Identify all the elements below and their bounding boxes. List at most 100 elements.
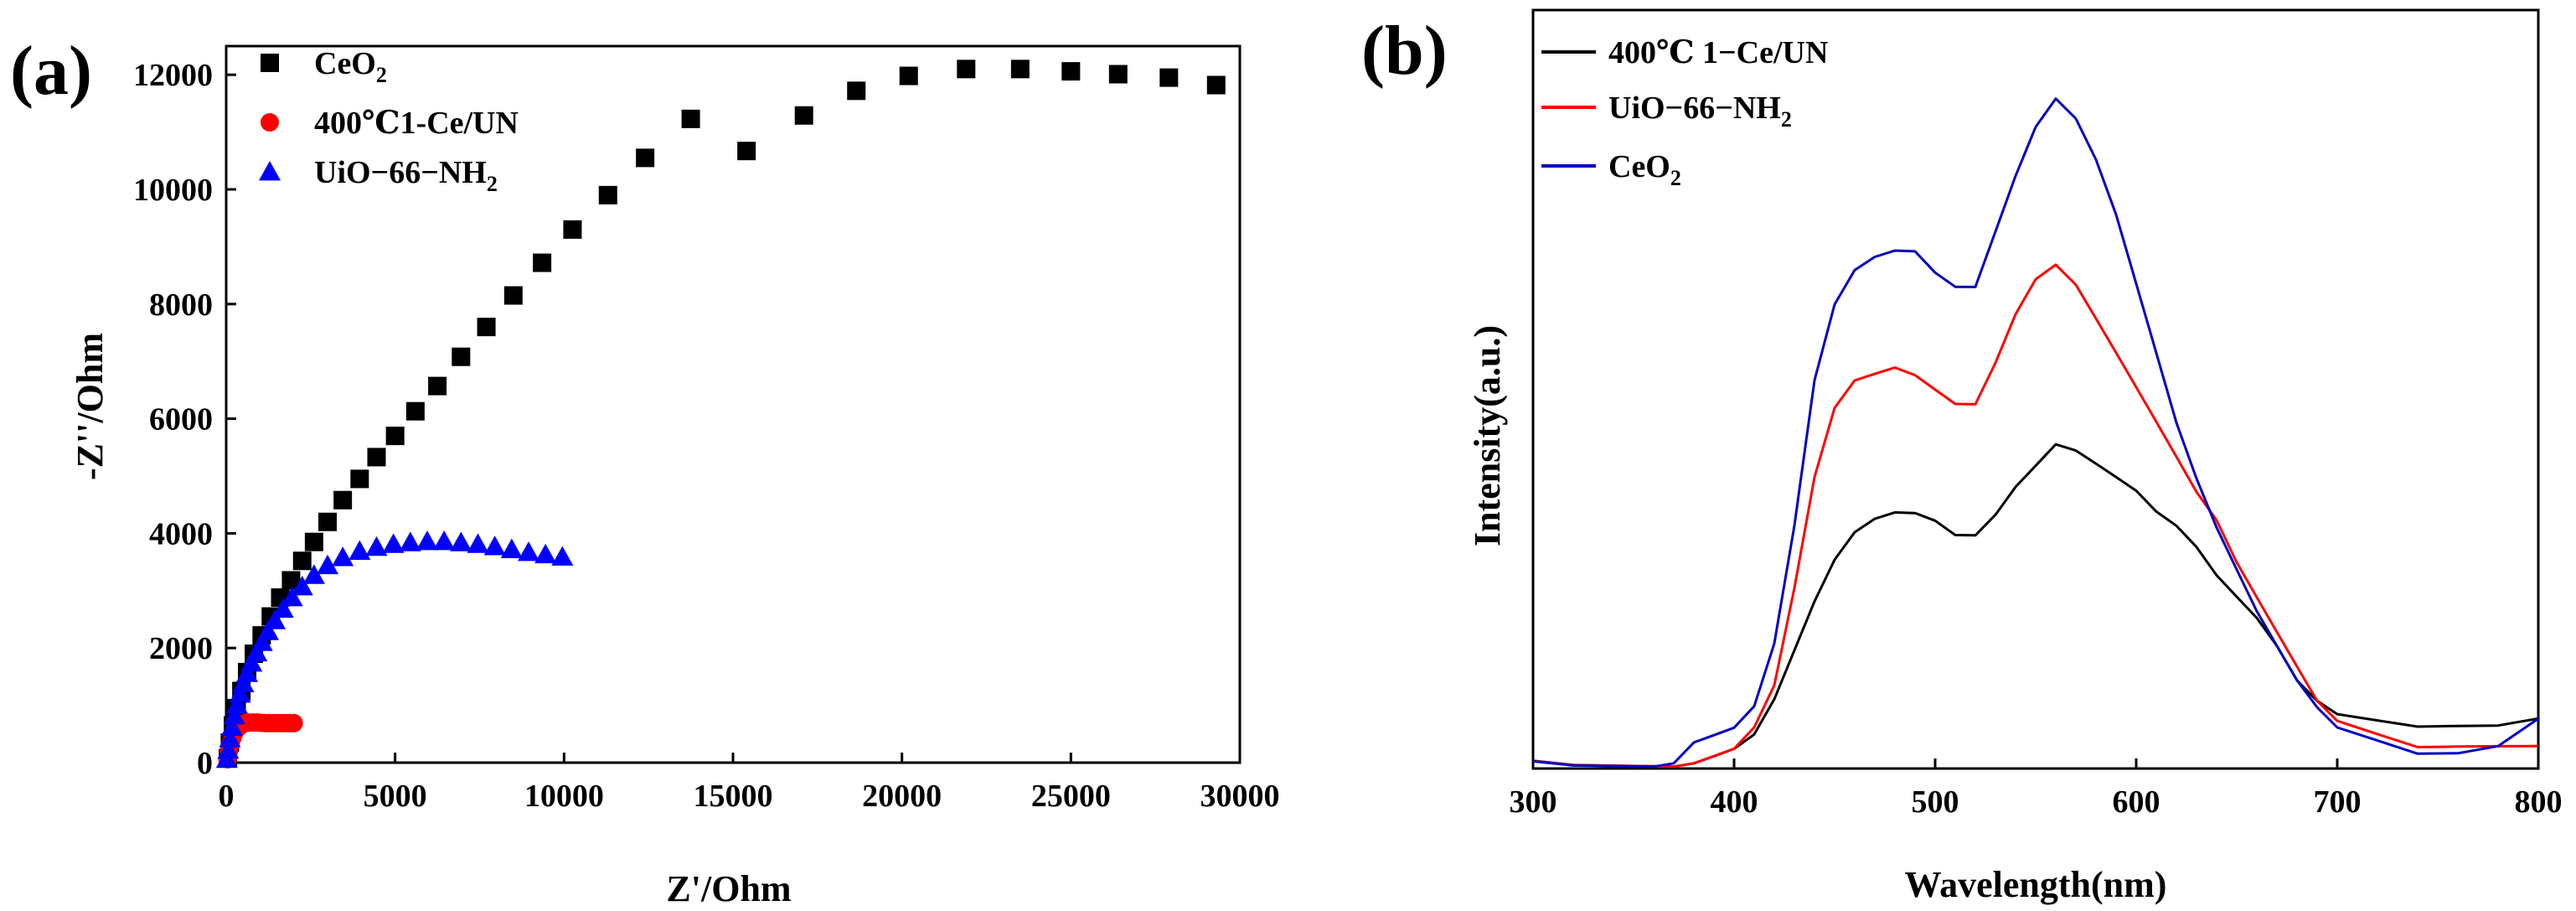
panel-a-y-tick-label: 10000 — [133, 173, 213, 208]
panel-b-plot-frame — [1531, 8, 2540, 770]
panel-a-legend-label-1: 400℃1-Ce/UN — [314, 106, 519, 141]
data-point-ceo2 — [477, 318, 496, 337]
panel-b-spectra-lines — [1532, 97, 2539, 769]
panel-b-y-axis-title: Intensity(a.u.) — [1467, 325, 1508, 546]
panel-a-x-tick-label: 15000 — [694, 779, 773, 814]
data-point-ceo2 — [636, 148, 655, 168]
panel-a-y-tick-label: 4000 — [149, 516, 213, 551]
data-point-uio-66-nh2 — [302, 564, 325, 584]
panel-a-plot-frame — [225, 44, 1242, 764]
data-point-uio-66-nh2 — [220, 716, 243, 736]
panel-a-legend-label-2: UiO−66−NH2 — [314, 155, 498, 196]
panel-b-x-tick-label: 300 — [1510, 784, 1557, 820]
panel-a-legend-label-0: CeO2 — [314, 46, 387, 87]
panel-a-x-tick-label: 10000 — [524, 779, 604, 814]
legend-marker-400-1-ce-un — [261, 113, 279, 132]
data-point-uio-66-nh2 — [433, 530, 456, 551]
data-point-uio-66-nh2 — [500, 538, 523, 558]
data-point-ceo2 — [1159, 68, 1179, 87]
data-point-uio-66-nh2 — [219, 727, 241, 748]
data-point-uio-66-nh2 — [365, 536, 388, 556]
data-point-uio-66-nh2 — [232, 672, 255, 693]
data-point-ceo2 — [503, 286, 523, 305]
data-point-uio-66-nh2 — [416, 530, 438, 551]
data-point-uio-66-nh2 — [225, 693, 248, 714]
data-point-ceo2 — [847, 81, 866, 101]
data-point-uio-66-nh2 — [250, 631, 273, 651]
data-point-uio-66-nh2 — [399, 531, 421, 551]
panel-b-x-tick-label: 700 — [2314, 784, 2362, 820]
spectrum-line-400-1-ce-un — [1532, 443, 2539, 769]
data-point-uio-66-nh2 — [245, 641, 268, 662]
data-point-ceo2 — [452, 347, 471, 366]
panel-a-x-tick-label: 30000 — [1200, 779, 1280, 814]
panel-b-x-tick-label: 400 — [1711, 784, 1758, 820]
data-point-uio-66-nh2 — [332, 546, 354, 567]
data-point-ceo2 — [292, 551, 312, 571]
data-point-uio-66-nh2 — [223, 704, 245, 725]
panel-a-y-tick-label: 2000 — [149, 631, 213, 666]
panel-a-x-tick-label: 25000 — [1031, 779, 1111, 814]
data-point-ceo2 — [899, 66, 918, 85]
data-point-ceo2 — [957, 60, 976, 79]
panel-b-label: (b) — [1361, 12, 1448, 90]
data-point-ceo2 — [681, 109, 700, 128]
panel-a-y-tick-label: 0 — [197, 746, 213, 781]
panel-a-y-axis-title: -Z''/Ohm — [70, 333, 111, 480]
spectrum-line-uio-66-nh2 — [1532, 263, 2539, 769]
panel-a-data-points — [215, 60, 1226, 769]
data-point-ceo2 — [598, 185, 617, 204]
legend-marker-ceo2 — [261, 54, 279, 72]
data-point-ceo2 — [318, 512, 337, 531]
data-point-ceo2 — [428, 376, 447, 396]
panel-a-y-tick-label: 8000 — [149, 287, 213, 323]
data-point-uio-66-nh2 — [271, 598, 294, 619]
data-point-ceo2 — [737, 142, 756, 161]
panel-a-x-tick-label: 5000 — [364, 779, 427, 814]
legend-marker-uio-66-nh2 — [259, 161, 281, 181]
panel-b-legend-label-0: 400℃ 1−Ce/UN — [1608, 35, 1828, 70]
data-point-uio-66-nh2 — [551, 546, 574, 566]
data-point-uio-66-nh2 — [382, 533, 405, 553]
data-point-uio-66-nh2 — [450, 531, 472, 551]
data-point-ceo2 — [385, 427, 405, 446]
panel-b-x-tick-label: 500 — [1912, 784, 1959, 820]
panel-a-impedance-chart: (a) 0 5000 10000 15000 20000 25000 30000 0 2000 4… — [10, 32, 1280, 909]
data-point-ceo2 — [350, 469, 369, 489]
panel-b-legend-label-2: CeO2 — [1608, 149, 1681, 190]
panel-a-y-tick-label: 6000 — [149, 402, 213, 437]
data-point-uio-66-nh2 — [467, 533, 489, 553]
data-point-ceo2 — [304, 532, 323, 551]
panel-b-legend: 400℃ 1−Ce/UN UiO−66−NH2 CeO2 — [1541, 35, 1828, 190]
data-point-uio-66-nh2 — [291, 576, 313, 596]
data-point-ceo2 — [533, 253, 552, 272]
spectrum-line-ceo2 — [1532, 97, 2539, 769]
data-point-ceo2 — [333, 490, 353, 510]
data-point-uio-66-nh2 — [281, 587, 303, 607]
data-point-400-1-ce-un — [284, 713, 303, 732]
data-point-ceo2 — [563, 220, 582, 239]
data-point-uio-66-nh2 — [534, 543, 557, 564]
panel-a-x-tick-label: 20000 — [862, 779, 942, 814]
panel-b-x-axis-title: Wavelength(nm) — [1905, 864, 2167, 905]
data-point-uio-66-nh2 — [264, 609, 287, 629]
panel-b-legend-label-1: UiO−66−NH2 — [1608, 91, 1792, 132]
data-point-uio-66-nh2 — [317, 554, 338, 575]
data-point-ceo2 — [281, 571, 301, 590]
panel-a-x-axis-title: Z'/Ohm — [666, 868, 791, 909]
data-point-uio-66-nh2 — [257, 620, 280, 640]
panel-b-x-tick-label: 600 — [2113, 784, 2160, 820]
panel-a-legend: CeO2 400℃1-Ce/UN UiO−66−NH2 — [259, 46, 519, 196]
panel-b-x-tick-label: 800 — [2515, 784, 2563, 820]
panel-a-x-tick-label: 0 — [219, 779, 235, 814]
panel-a-ticks: 0 5000 10000 15000 20000 25000 30000 0 2000 4000 6… — [133, 58, 1280, 814]
data-point-uio-66-nh2 — [348, 540, 371, 561]
data-point-ceo2 — [1010, 60, 1030, 79]
panel-a-label: (a) — [10, 32, 92, 110]
data-point-uio-66-nh2 — [483, 536, 506, 556]
panel-a-y-tick-label: 12000 — [133, 58, 213, 93]
data-point-uio-66-nh2 — [236, 662, 259, 682]
data-point-uio-66-nh2 — [240, 651, 263, 672]
data-point-uio-66-nh2 — [517, 541, 539, 562]
